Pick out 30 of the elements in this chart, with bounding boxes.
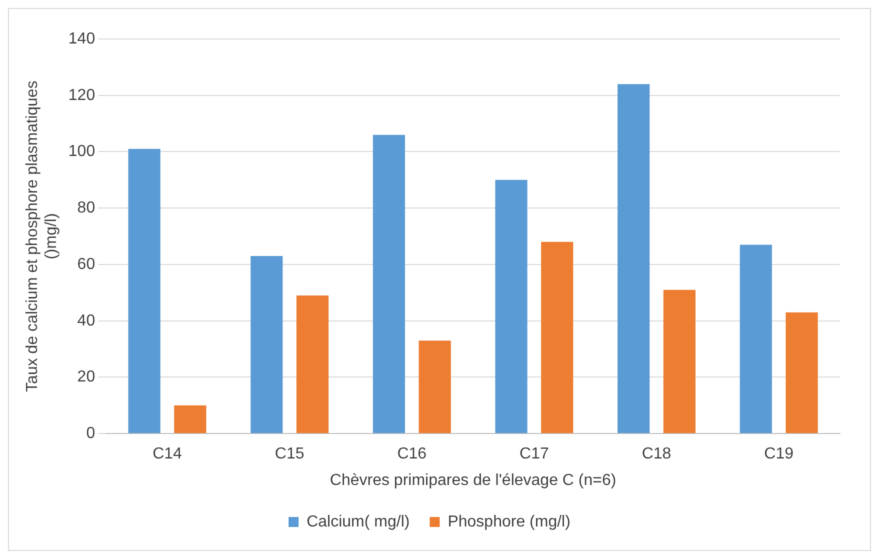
x-tick-label: C14 xyxy=(152,446,182,463)
bar xyxy=(174,405,206,434)
y-tick-label: 80 xyxy=(77,200,96,217)
x-axis-title: Chèvres primipares de l'élevage C (n=6) xyxy=(330,472,616,489)
bar xyxy=(740,244,772,434)
x-tick-label: C18 xyxy=(642,446,672,463)
bar xyxy=(618,84,650,434)
x-tick-label: C17 xyxy=(520,446,549,463)
legend-label: Calcium( mg/l) xyxy=(306,513,410,530)
x-tick-label: C19 xyxy=(764,446,794,463)
legend-label: Phosphore (mg/l) xyxy=(448,513,570,530)
y-axis-title: Taux de calcium et phosphore plasmatiques ()mg/l) xyxy=(24,80,60,392)
bar xyxy=(250,256,283,434)
bar xyxy=(541,242,574,434)
y-tick-label: 100 xyxy=(68,143,96,160)
y-tick-label: 60 xyxy=(77,256,96,273)
bar xyxy=(372,134,406,434)
y-tick-label: 40 xyxy=(77,312,96,330)
y-tick-label: 20 xyxy=(77,368,96,386)
bar xyxy=(495,180,528,434)
bar xyxy=(663,290,696,434)
bar xyxy=(786,312,818,434)
y-tick-label: 120 xyxy=(68,86,96,104)
y-tick-label: 0 xyxy=(86,425,96,442)
y-tick-label: 140 xyxy=(68,30,96,48)
bar xyxy=(418,340,451,434)
bar xyxy=(128,148,160,434)
x-tick-label: C15 xyxy=(274,446,304,463)
bar xyxy=(296,295,329,434)
x-tick-label: C16 xyxy=(397,446,427,463)
